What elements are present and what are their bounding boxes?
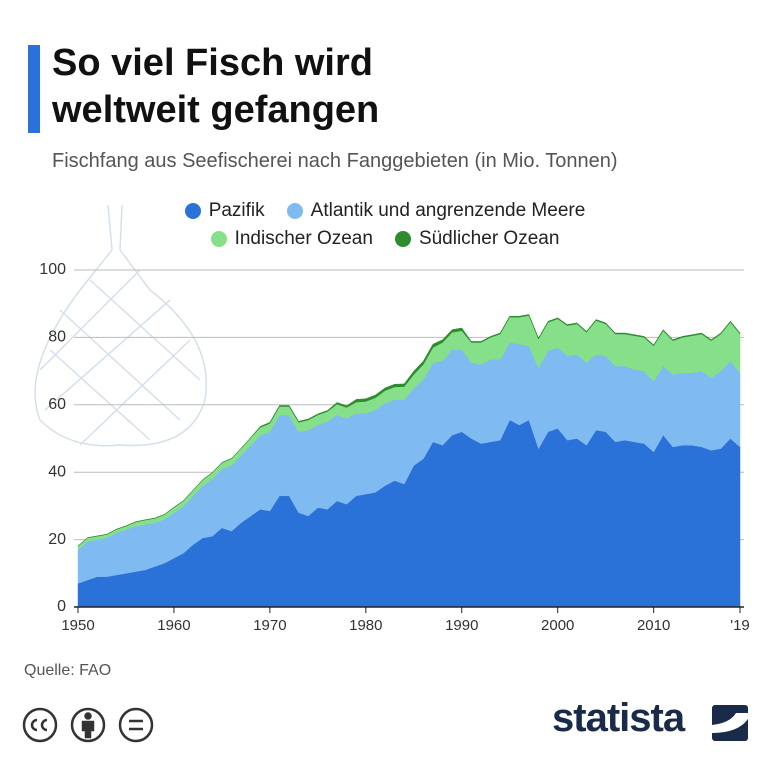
legend-label: Pazifik bbox=[208, 200, 265, 221]
x-tick-label: '19 bbox=[730, 617, 750, 634]
chart-title: So viel Fisch wird weltweit gefangen bbox=[52, 40, 379, 134]
legend-label: Atlantik und angrenzende Meere bbox=[310, 200, 586, 221]
title-line: weltweit gefangen bbox=[52, 89, 380, 131]
x-tick-label: 1950 bbox=[61, 617, 94, 634]
license-icons bbox=[22, 707, 154, 743]
legend-swatch bbox=[184, 203, 201, 219]
y-tick-label: 60 bbox=[48, 396, 66, 413]
area bbox=[77, 314, 741, 547]
x-tick-label: 1980 bbox=[349, 617, 382, 634]
brand-logo: statista bbox=[552, 696, 685, 740]
legend-item: Südlicher Ozean bbox=[394, 228, 560, 250]
legend: Pazifik Atlantik und angrenzende Meere Ind… bbox=[100, 200, 670, 250]
x-tick-label: 2010 bbox=[637, 617, 670, 634]
legend-label: Indischer Ozean bbox=[234, 228, 373, 249]
x-tick-label: 1990 bbox=[445, 617, 478, 634]
legend-swatch bbox=[286, 203, 303, 219]
y-tick-label: 40 bbox=[48, 463, 66, 480]
brand-icon bbox=[712, 705, 748, 741]
legend-swatch bbox=[210, 231, 227, 247]
legend-item: Indischer Ozean bbox=[210, 228, 373, 250]
y-tick-label: 100 bbox=[39, 261, 66, 278]
area bbox=[77, 419, 741, 608]
x-tick-label: 1970 bbox=[253, 617, 286, 634]
legend-item: Atlantik und angrenzende Meere bbox=[286, 200, 586, 222]
source: Quelle: FAO bbox=[24, 662, 112, 679]
x-tick-label: 2000 bbox=[541, 617, 574, 634]
legend-label: Südlicher Ozean bbox=[418, 228, 560, 249]
legend-item: Pazifik bbox=[184, 200, 265, 222]
y-tick-label: 0 bbox=[57, 598, 66, 615]
x-tick-label: 1960 bbox=[157, 617, 190, 634]
chart-subtitle: Fischfang aus Seefischerei nach Fanggebi… bbox=[52, 150, 618, 172]
y-tick-label: 20 bbox=[48, 531, 66, 548]
legend-swatch bbox=[394, 231, 411, 247]
area bbox=[77, 315, 741, 551]
area bbox=[77, 342, 741, 584]
y-tick-label: 80 bbox=[48, 329, 66, 346]
title-accent bbox=[28, 45, 40, 133]
title-line: So viel Fisch wird bbox=[52, 42, 373, 84]
